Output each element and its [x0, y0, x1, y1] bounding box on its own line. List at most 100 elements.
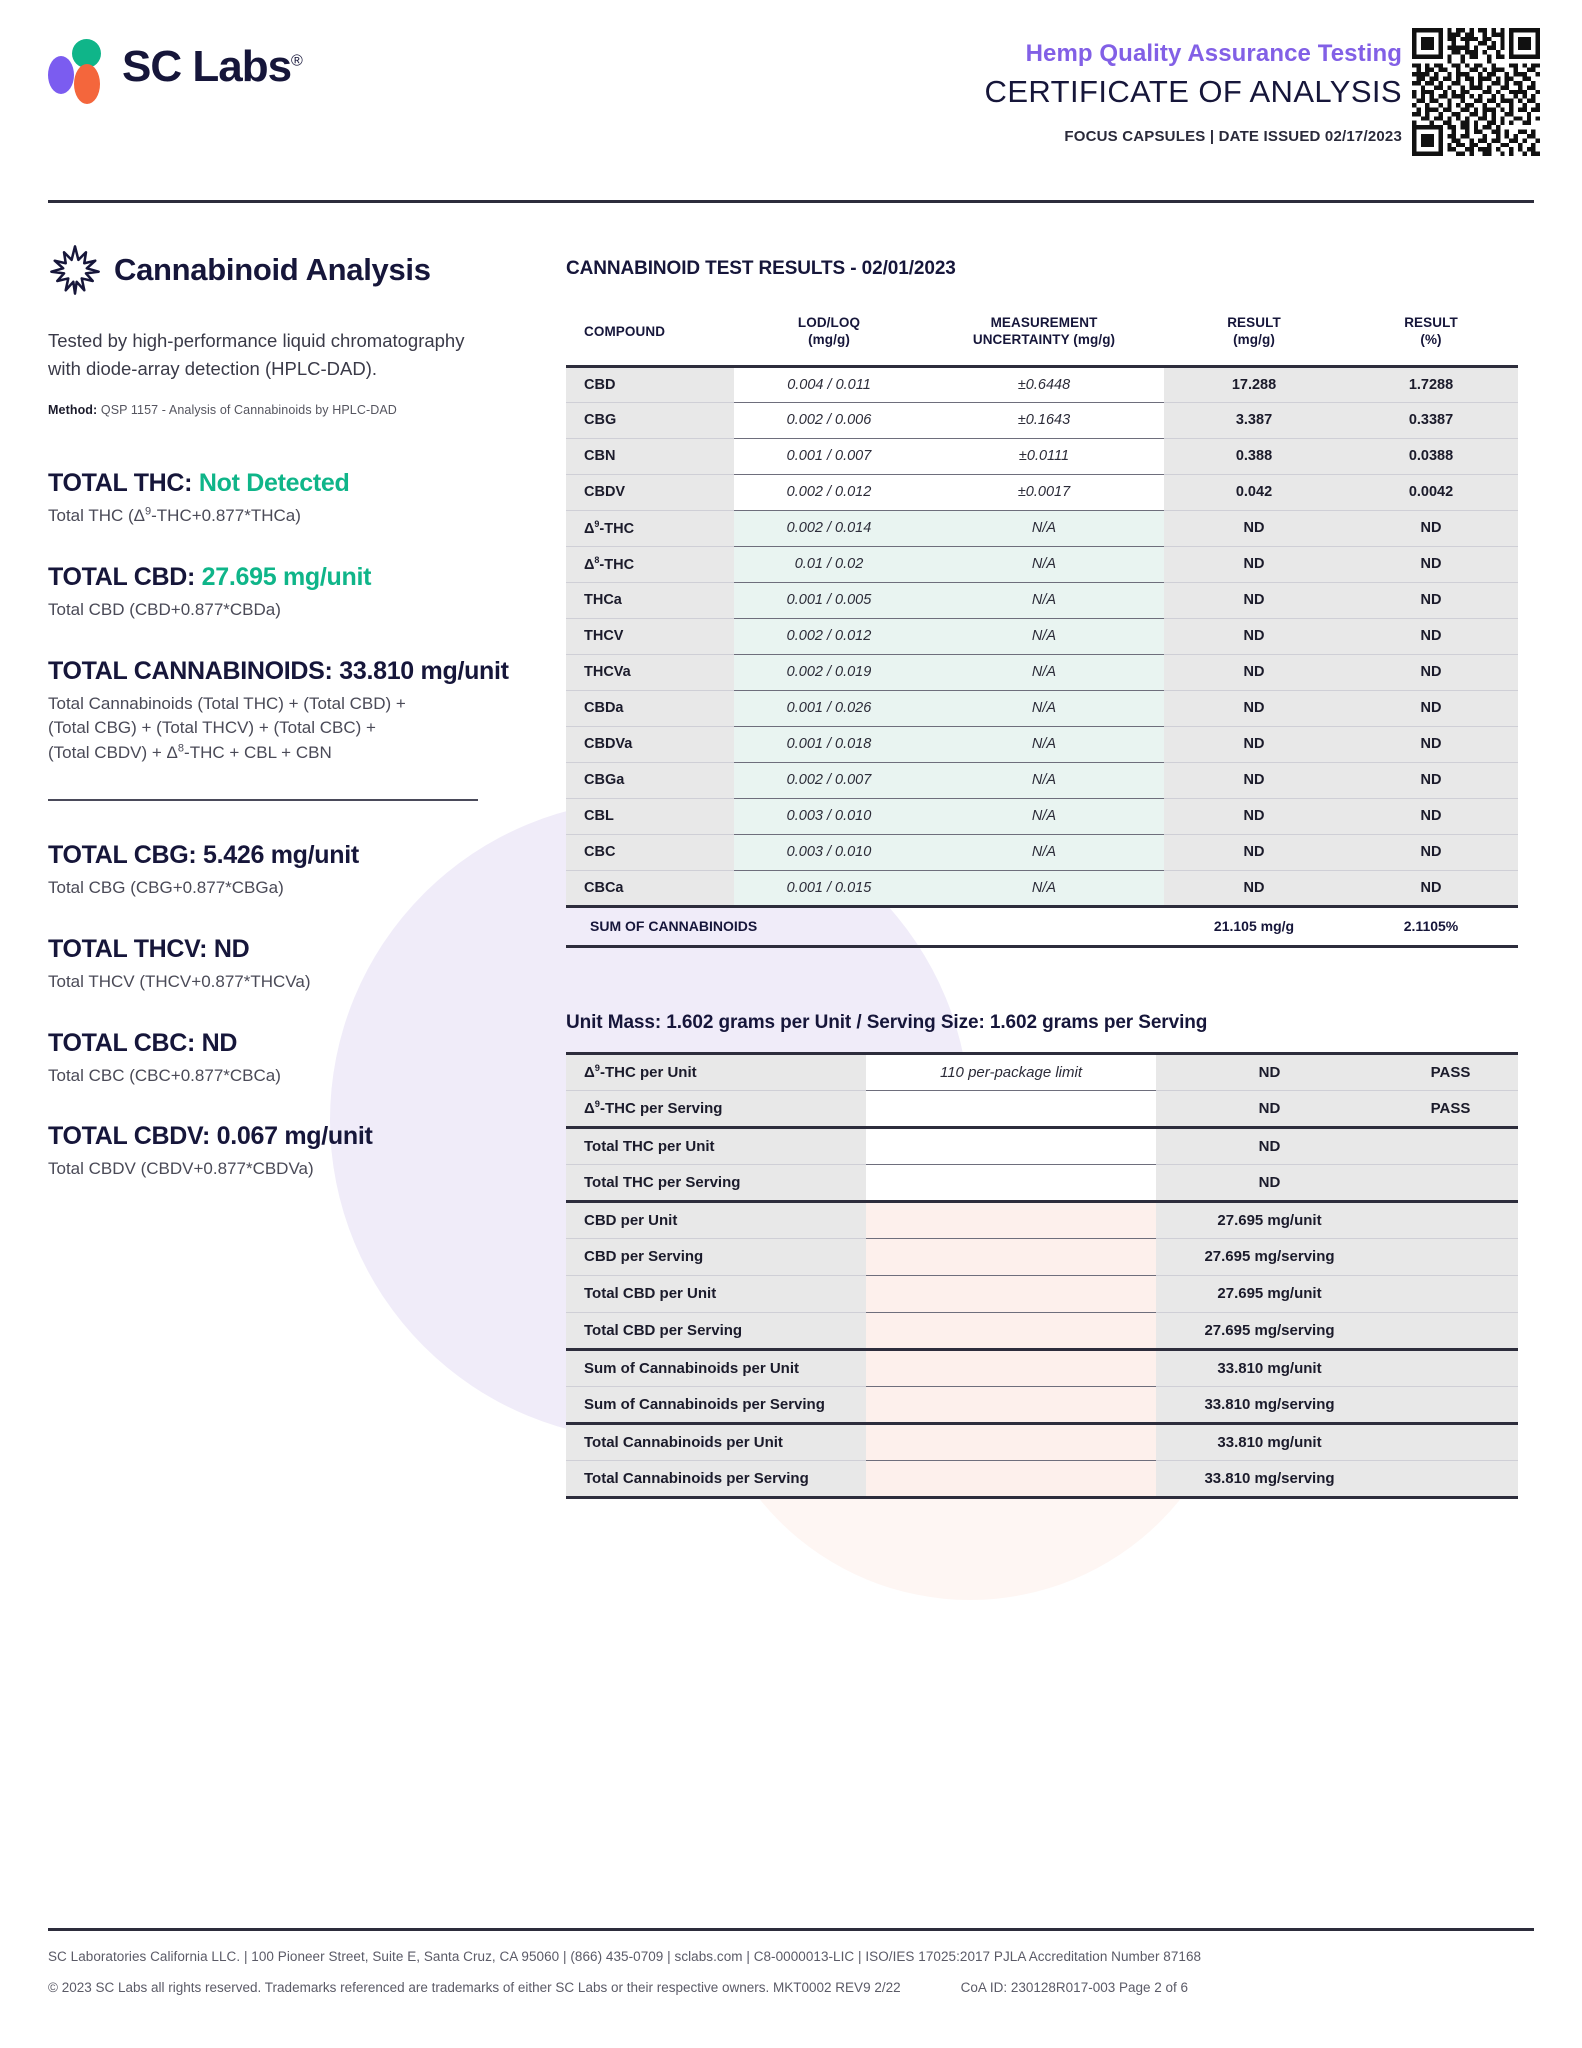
cell-lod-loq: 0.001 / 0.007: [734, 438, 924, 475]
cell-result-pct: ND: [1344, 762, 1518, 799]
serving-row: Total Cannabinoids per Serving 33.810 mg/…: [566, 1460, 1518, 1498]
col-lod-loq: LOD/LOQ (mg/g): [734, 314, 924, 366]
cell-compound: CBDVa: [566, 726, 734, 763]
cell-result-pct: ND: [1344, 618, 1518, 655]
serving-row-value: 33.810 mg/unit: [1156, 1349, 1383, 1387]
table-head: COMPOUND LOD/LOQ (mg/g) MEASUREMENT UNCERT…: [566, 314, 1518, 367]
cell-compound: Δ8-THC: [566, 546, 734, 583]
serving-row-limit: [866, 1238, 1156, 1276]
cell-lod-loq: 0.003 / 0.010: [734, 834, 924, 871]
serving-row-value: 27.695 mg/serving: [1156, 1312, 1383, 1351]
total-thcv-heading: TOTAL THCV: ND: [48, 935, 250, 964]
cell-uncertainty: N/A: [924, 510, 1164, 547]
serving-row-label: Δ9-THC per Serving: [566, 1090, 866, 1129]
cell-lod-loq: 0.002 / 0.006: [734, 402, 924, 439]
total-cbd-label: TOTAL CBD:: [48, 562, 195, 591]
serving-row-value: ND: [1156, 1090, 1383, 1129]
logo-dot-green-icon: [72, 39, 101, 68]
serving-row-limit: 110 per-package limit: [866, 1053, 1156, 1091]
method-label: Method:: [48, 403, 98, 418]
cell-uncertainty: N/A: [924, 618, 1164, 655]
total-thcv-formula: Total THCV (THCV+0.877*THCVa): [48, 972, 311, 992]
sum-pct-value: 2.1105%: [1344, 904, 1518, 948]
cell-result-mgg: ND: [1164, 762, 1344, 799]
serving-row-label: Total Cannabinoids per Unit: [566, 1423, 866, 1461]
total-cannabinoids-heading: TOTAL CANNABINOIDS: 33.810 mg/unit: [48, 657, 528, 686]
cannabinoid-results-table: COMPOUND LOD/LOQ (mg/g) MEASUREMENT UNCERT…: [566, 314, 1518, 948]
serving-row-limit: [866, 1386, 1156, 1425]
footer-copyright: © 2023 SC Labs all rights reserved. Trad…: [48, 1980, 901, 1995]
col-compound-label: COMPOUND: [584, 323, 666, 339]
serving-row: Δ9-THC per Serving ND PASS: [566, 1090, 1518, 1129]
col-result-pct-line1: RESULT: [1404, 315, 1458, 330]
col-lod-loq-line2: (mg/g): [808, 332, 850, 348]
cell-uncertainty: N/A: [924, 654, 1164, 691]
cell-result-pct: ND: [1344, 798, 1518, 835]
total-cbc-formula: Total CBC (CBC+0.877*CBCa): [48, 1065, 281, 1085]
page-footer: SC Laboratories California LLC. | 100 Pi…: [48, 1928, 1534, 1995]
qr-code-icon[interactable]: [1412, 28, 1540, 156]
serving-row: Δ9-THC per Unit 110 per-package limit ND PA…: [566, 1053, 1518, 1091]
serving-row-label: Total THC per Serving: [566, 1164, 866, 1203]
serving-row-limit: [866, 1349, 1156, 1387]
cell-lod-loq: 0.001 / 0.026: [734, 690, 924, 727]
total-cbd-block: TOTAL CBD: 27.695 mg/unit Total CBD (CBD…: [48, 563, 528, 623]
logo-dot-orange-icon: [74, 64, 100, 104]
cell-uncertainty: ±0.0017: [924, 474, 1164, 511]
col-result-pct-line2: (%): [1420, 332, 1442, 348]
serving-row-limit: [866, 1127, 1156, 1165]
serving-row-limit: [866, 1460, 1156, 1498]
table-row: THCVa 0.002 / 0.019 N/A ND ND: [566, 654, 1518, 691]
serving-row-label: CBD per Unit: [566, 1201, 866, 1239]
cell-result-mgg: ND: [1164, 582, 1344, 619]
serving-row-limit: [866, 1201, 1156, 1239]
serving-row-label: Sum of Cannabinoids per Unit: [566, 1349, 866, 1387]
footer-lab-info: SC Laboratories California LLC. | 100 Pi…: [48, 1949, 1202, 1964]
table-row: CBDV 0.002 / 0.012 ±0.0017 0.042 0.0042: [566, 474, 1518, 511]
serving-row-status: [1383, 1201, 1518, 1239]
brand-wordmark: SC Labs®: [122, 42, 303, 92]
total-thc-heading: TOTAL THC: Not Detected: [48, 469, 528, 498]
total-thc-formula: Total THC (Δ9-THC+0.877*THCa): [48, 505, 301, 526]
cell-result-pct: ND: [1344, 546, 1518, 583]
cell-result-mgg: 0.388: [1164, 438, 1344, 475]
total-cbg-heading: TOTAL CBG: 5.426 mg/unit: [48, 841, 359, 870]
col-uncertainty-line1: MEASUREMENT: [990, 315, 1098, 330]
cell-uncertainty: N/A: [924, 834, 1164, 871]
total-cbdv-heading: TOTAL CBDV: 0.067 mg/unit: [48, 1122, 373, 1151]
sidebar-divider: [48, 799, 478, 802]
cell-uncertainty: N/A: [924, 798, 1164, 835]
serving-row-value: 33.810 mg/serving: [1156, 1460, 1383, 1498]
serving-row-status: [1383, 1386, 1518, 1425]
total-cbdv-formula: Total CBDV (CBDV+0.877*CBDVa): [48, 1159, 314, 1179]
sum-label: SUM OF CANNABINOIDS: [566, 904, 1164, 948]
total-cbc-block: TOTAL CBC: ND Total CBC (CBC+0.877*CBCa): [48, 1029, 528, 1089]
cell-compound: THCa: [566, 582, 734, 619]
cell-lod-loq: 0.002 / 0.007: [734, 762, 924, 799]
cell-result-mgg: ND: [1164, 726, 1344, 763]
footer-divider: [48, 1928, 1534, 1931]
serving-row: CBD per Unit 27.695 mg/unit: [566, 1201, 1518, 1239]
table-row: THCa 0.001 / 0.005 N/A ND ND: [566, 582, 1518, 619]
serving-row-label: Sum of Cannabinoids per Serving: [566, 1386, 866, 1425]
cell-lod-loq: 0.002 / 0.012: [734, 474, 924, 511]
serving-row-label: Total THC per Unit: [566, 1127, 866, 1165]
serving-row-status: [1383, 1349, 1518, 1387]
col-result-mgg: RESULT (mg/g): [1164, 314, 1344, 366]
cell-result-mgg: ND: [1164, 870, 1344, 907]
cell-compound: THCV: [566, 618, 734, 655]
cell-compound: CBG: [566, 402, 734, 439]
serving-row: Total Cannabinoids per Unit 33.810 mg/uni…: [566, 1423, 1518, 1461]
serving-row-label: Δ9-THC per Unit: [566, 1053, 866, 1091]
cell-compound: CBDV: [566, 474, 734, 511]
table-row: CBD 0.004 / 0.011 ±0.6448 17.288 1.7288: [566, 366, 1518, 403]
total-thc-value: Not Detected: [198, 469, 350, 498]
serving-row-status: PASS: [1383, 1053, 1518, 1091]
cell-uncertainty: ±0.0111: [924, 438, 1164, 475]
cell-result-mgg: 17.288: [1164, 366, 1344, 403]
serving-row-status: [1383, 1312, 1518, 1351]
total-cbd-formula: Total CBD (CBD+0.877*CBDa): [48, 599, 281, 619]
cannabinoid-analysis-sidebar: Cannabinoid Analysis Tested by high-perf…: [48, 243, 528, 1216]
cell-uncertainty: ±0.6448: [924, 366, 1164, 403]
per-unit-serving-table: Δ9-THC per Unit 110 per-package limit ND PA…: [566, 1051, 1518, 1499]
